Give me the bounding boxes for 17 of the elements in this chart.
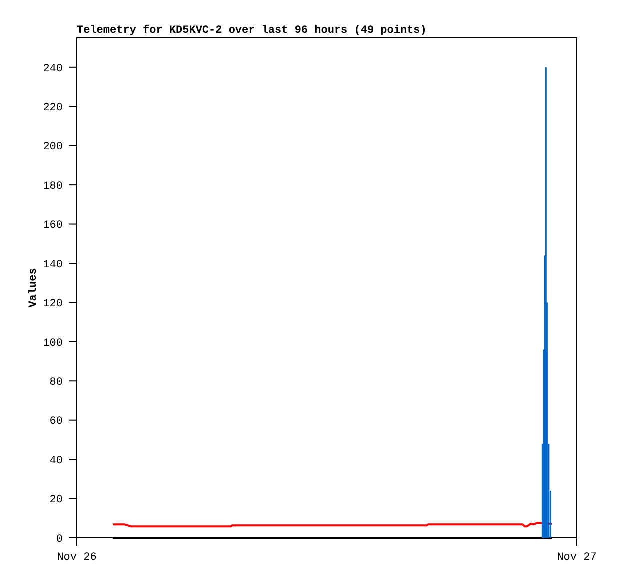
x-tick-label: Nov 26 — [57, 552, 97, 564]
y-tick-label: 0 — [56, 534, 63, 546]
y-tick-label: 160 — [43, 220, 63, 232]
y-tick-label: 240 — [43, 63, 63, 76]
y-tick-label: 80 — [50, 376, 63, 389]
x-tick-label: Nov 27 — [557, 552, 597, 564]
y-tick-label: 180 — [43, 180, 63, 193]
y-tick-label: 100 — [43, 338, 63, 350]
chart-title: Telemetry for KD5KVC-2 over last 96 hours (49 points) — [77, 24, 427, 37]
y-tick-label: 120 — [43, 298, 63, 311]
y-tick-label: 140 — [43, 259, 63, 272]
y-tick-label: 20 — [50, 494, 63, 507]
y-tick-label: 200 — [43, 142, 63, 154]
y-axis-title: Values — [28, 268, 40, 308]
y-tick-label: 60 — [50, 416, 63, 428]
y-tick-label: 220 — [43, 102, 63, 114]
y-tick-label: 40 — [50, 455, 63, 468]
